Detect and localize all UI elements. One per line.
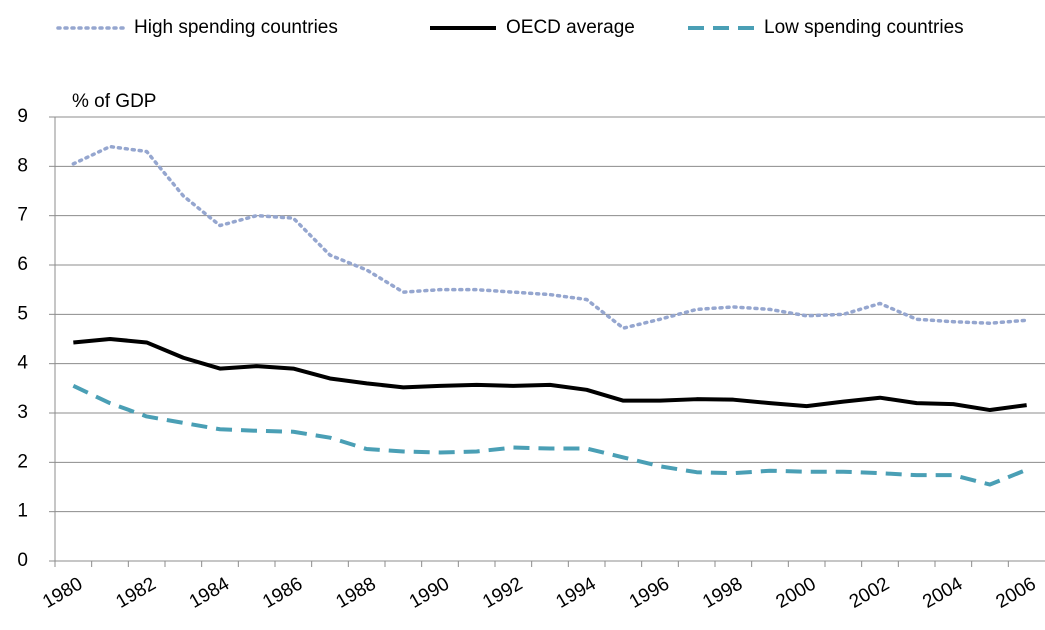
x-tick-label: 2004 — [919, 573, 966, 613]
x-tick-label: 1998 — [699, 573, 746, 612]
legend-label: OECD average — [506, 17, 635, 38]
x-tick-label: 1982 — [113, 573, 160, 612]
y-tick-label: 5 — [17, 303, 28, 324]
y-tick-label: 8 — [17, 155, 28, 176]
x-tick-label: 1988 — [333, 573, 380, 612]
data-line — [71, 144, 1029, 330]
x-tick-label: 2000 — [773, 573, 820, 612]
y-tick-label: 7 — [17, 205, 28, 226]
legend-label: Low spending countries — [764, 17, 964, 38]
y-tick-label: 9 — [17, 106, 28, 127]
y-tick-label: 1 — [17, 501, 28, 522]
data-line — [73, 337, 1027, 413]
x-tick-label: 1996 — [626, 573, 673, 612]
y-tick-label: 6 — [17, 254, 28, 275]
y-tick-label: 3 — [17, 402, 28, 423]
x-tick-label: 1990 — [406, 573, 453, 612]
x-tick-label: 1980 — [39, 573, 86, 612]
y-axis-label: % of GDP — [72, 91, 156, 112]
y-tick-label: 2 — [17, 451, 28, 472]
x-tick-label: 2002 — [846, 573, 893, 612]
x-tick-label: 1994 — [553, 573, 600, 613]
data-line — [72, 384, 1028, 487]
x-tick-label: 1986 — [259, 573, 306, 612]
y-tick-label: 4 — [17, 353, 28, 374]
y-tick-label: 0 — [17, 550, 28, 571]
x-tick-label: 2006 — [993, 573, 1040, 612]
x-tick-label: 1992 — [479, 573, 526, 612]
x-tick-label: 1984 — [186, 573, 233, 613]
legend-label: High spending countries — [134, 17, 338, 38]
